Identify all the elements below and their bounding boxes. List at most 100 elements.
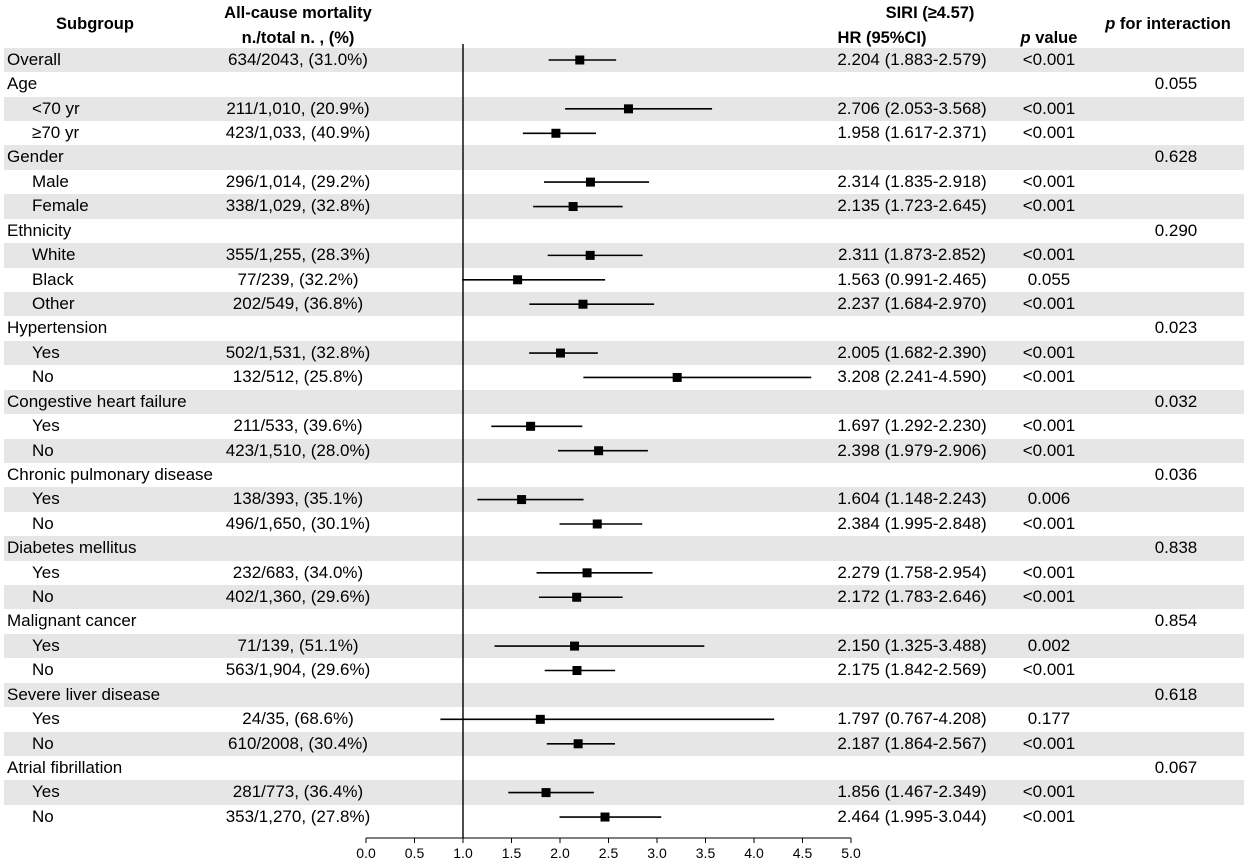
hr-header: HR (95%CI) (837, 29, 927, 47)
mortality-header-subtitle: n./total n. , (%) (241, 29, 355, 47)
x-tick-label: 0.5 (405, 845, 425, 861)
subgroup-label: Yes (32, 782, 60, 802)
subgroup-label: Ethnicity (7, 220, 72, 240)
group-row: Hypertension 0.023 (4, 316, 1244, 340)
p-interaction-cell: 0.055 (1154, 74, 1198, 94)
p-value-cell: <0.001 (1022, 171, 1076, 191)
events-cell: 202/549, (36.8%) (232, 293, 364, 313)
subgroup-label: Yes (32, 416, 60, 436)
subgroup-row: No 423/1,510, (28.0%) 2.398 (1.979-2.906) <… (4, 438, 1244, 463)
events-cell: 634/2043, (31.0%) (228, 49, 368, 69)
p-value-cell: <0.001 (1022, 367, 1076, 387)
subgroup-row: No 402/1,360, (29.6%) 2.172 (1.783-2.646) <… (4, 585, 1244, 610)
x-tick-label: 0.0 (356, 845, 376, 861)
p-interaction-cell: 0.618 (1154, 684, 1198, 704)
subgroup-label: White (32, 245, 76, 265)
p-value-cell: <0.001 (1022, 49, 1076, 69)
x-tick-label: 3.0 (647, 845, 667, 861)
hr-ci-cell: 2.311 (1.873-2.852) (837, 245, 987, 265)
subgroup-label: ≥70 yr (32, 123, 80, 143)
subgroup-label: No (32, 660, 54, 680)
events-cell: 563/1,904, (29.6%) (225, 660, 371, 680)
hr-ci-cell: 2.204 (1.883-2.579) (837, 49, 987, 69)
p-value-cell: <0.001 (1022, 733, 1076, 753)
x-tick-label: 4.5 (793, 845, 813, 861)
subgroup-row: Yes 71/139, (51.1%) 2.150 (1.325-3.488) 0.0… (4, 633, 1244, 659)
subgroup-label: Congestive heart failure (7, 391, 187, 411)
hr-ci-cell: 2.398 (1.979-2.906) (837, 440, 987, 460)
p-interaction-header-label: for interaction (1119, 15, 1231, 33)
p-value-header-label: value (1035, 29, 1078, 47)
p-value-cell: 0.002 (1027, 635, 1071, 655)
group-row: Diabetes mellitus 0.838 (4, 536, 1244, 561)
p-value-cell: 0.177 (1027, 709, 1071, 729)
group-row: Atrial fibrillation 0.067 (4, 756, 1244, 780)
hr-ci-cell: 2.237 (1.684-2.970) (837, 293, 987, 313)
subgroup-row: White 355/1,255, (28.3%) 2.311 (1.873-2.85… (4, 243, 1244, 268)
subgroup-label: Yes (32, 562, 60, 582)
p-interaction-cell: 0.023 (1154, 318, 1198, 338)
subgroup-row: <70 yr 211/1,010, (20.9%) 2.706 (2.053-3.5… (4, 96, 1244, 122)
subgroup-row: ≥70 yr 423/1,033, (40.9%) 1.958 (1.617-2.3… (4, 121, 1244, 145)
events-cell: 353/1,270, (27.8%) (225, 806, 371, 826)
subgroup-row: Yes 281/773, (36.4%) 1.856 (1.467-2.349) <0… (4, 780, 1244, 805)
subgroup-label: Malignant cancer (7, 611, 137, 631)
group-row: Chronic pulmonary disease 0.036 (4, 463, 1244, 487)
subgroup-label: Male (32, 171, 69, 191)
events-cell: 138/393, (35.1%) (232, 489, 364, 509)
p-value-cell: <0.001 (1022, 806, 1076, 826)
subgroup-label: Hypertension (7, 318, 108, 338)
p-interaction-cell: 0.854 (1154, 611, 1198, 631)
subgroup-row: No 353/1,270, (27.8%) 2.464 (1.995-3.044) <… (4, 805, 1244, 829)
hr-ci-cell: 2.150 (1.325-3.488) (837, 635, 987, 655)
p-value-cell: <0.001 (1022, 416, 1076, 436)
p-interaction-cell: 0.032 (1154, 391, 1198, 411)
p-value-cell: <0.001 (1022, 782, 1076, 802)
p-value-cell: <0.001 (1022, 342, 1076, 362)
hr-ci-cell: 2.187 (1.864-2.567) (837, 733, 987, 753)
mortality-header-title: All-cause mortality (224, 4, 372, 22)
subgroup-row: Yes 232/683, (34.0%) 2.279 (1.758-2.954) <0… (4, 561, 1244, 585)
p-value-cell: <0.001 (1022, 440, 1076, 460)
p-value-cell: <0.001 (1022, 123, 1076, 143)
hr-ci-cell: 1.856 (1.467-2.349) (837, 782, 987, 802)
x-tick-label: 3.5 (696, 845, 716, 861)
subgroup-label: No (32, 806, 54, 826)
group-row: Age 0.055 (4, 72, 1244, 96)
hr-ci-cell: 2.175 (1.842-2.569) (837, 660, 987, 680)
subgroup-row: No 496/1,650, (30.1%) 2.384 (1.995-2.848) <… (4, 512, 1244, 536)
subgroup-label: Age (7, 74, 38, 94)
p-value-cell: <0.001 (1022, 98, 1076, 118)
p-symbol: p (1020, 29, 1031, 47)
subgroup-row: Other 202/549, (36.8%) 2.237 (1.684-2.970)… (4, 291, 1244, 317)
group-row: Congestive heart failure 0.032 (4, 389, 1244, 415)
subgroup-label: Yes (32, 342, 60, 362)
subgroup-label: No (32, 367, 54, 387)
hr-ci-cell: 2.706 (2.053-3.568) (837, 98, 987, 118)
subgroup-label: No (32, 440, 54, 460)
events-cell: 211/533, (39.6%) (233, 416, 363, 436)
events-cell: 355/1,255, (28.3%) (225, 245, 371, 265)
p-value-header: p value (1009, 28, 1089, 48)
events-cell: 402/1,360, (29.6%) (225, 587, 371, 607)
events-cell: 423/1,033, (40.9%) (225, 123, 371, 143)
p-value-cell: <0.001 (1022, 513, 1076, 533)
hr-ci-cell: 2.135 (1.723-2.645) (837, 196, 987, 216)
events-cell: 423/1,510, (28.0%) (225, 440, 371, 460)
exposure-header: SIRI (≥4.57) (885, 4, 975, 22)
hr-ci-cell: 1.697 (1.292-2.230) (837, 416, 987, 436)
overall-row: Overall 634/2043, (31.0%) 2.204 (1.883-2.5… (4, 47, 1244, 73)
subgroup-table: Overall 634/2043, (31.0%) 2.204 (1.883-2.5… (4, 47, 1244, 830)
hr-ci-cell: 2.005 (1.682-2.390) (837, 342, 987, 362)
hr-ci-cell: 2.384 (1.995-2.848) (837, 513, 987, 533)
p-interaction-cell: 0.838 (1154, 538, 1198, 558)
p-interaction-cell: 0.628 (1154, 147, 1198, 167)
subgroup-label: Other (32, 293, 75, 313)
p-interaction-cell: 0.290 (1154, 220, 1198, 240)
subgroup-label: Severe liver disease (7, 684, 161, 704)
group-row: Ethnicity 0.290 (4, 219, 1244, 243)
group-row: Severe liver disease 0.618 (4, 682, 1244, 708)
p-value-cell: <0.001 (1022, 196, 1076, 216)
p-value-cell: <0.001 (1022, 587, 1076, 607)
